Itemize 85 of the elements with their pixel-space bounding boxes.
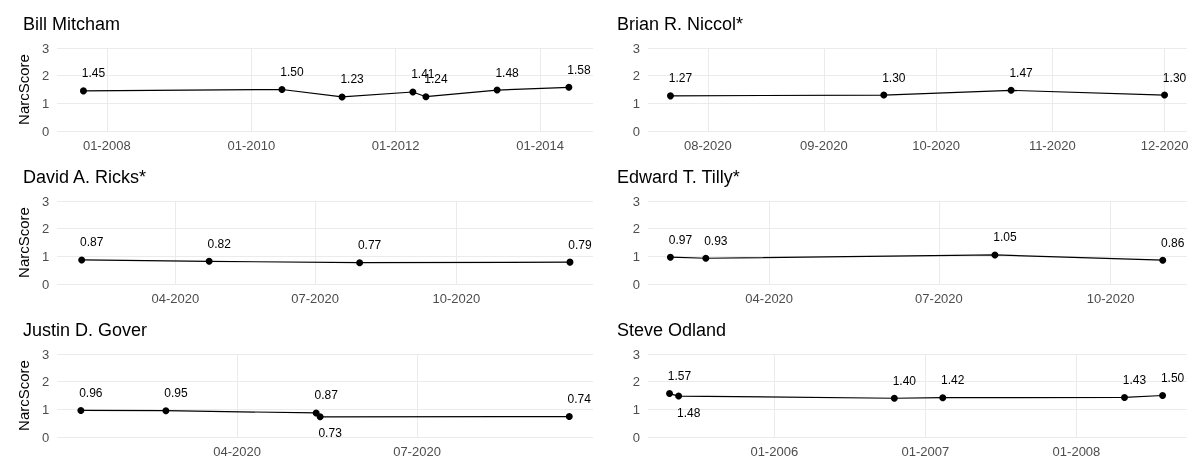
x-tick-label: 12-2020	[1140, 138, 1189, 153]
data-label: 0.96	[79, 385, 103, 400]
y-tick-label: 0	[632, 123, 640, 139]
data-label: 0.87	[80, 235, 104, 250]
data-label: 1.40	[892, 373, 917, 388]
y-tick-label: 1	[632, 401, 640, 417]
chart-title: Steve Odland	[617, 320, 727, 340]
point	[565, 83, 573, 91]
x-tick-label: 01-2008	[82, 138, 131, 153]
y-axis-title: NarcScore	[15, 360, 32, 431]
data-label: 0.86	[1161, 235, 1185, 250]
x-tick-label: 07-2020	[291, 291, 339, 306]
data-label: 1.43	[1122, 372, 1147, 387]
y-tick-label: 0	[41, 276, 50, 292]
data-label: 1.30	[1162, 70, 1187, 85]
chart-title: Edward T. Tilly*	[617, 167, 740, 187]
y-tick-label: 2	[41, 68, 50, 84]
point	[278, 86, 286, 93]
chart-title: Justin D. Gover	[23, 320, 148, 340]
chart-title: Brian R. Niccol*	[617, 14, 744, 34]
x-tick-label: 08-2020	[684, 138, 732, 153]
data-label: 1.57	[667, 369, 692, 384]
y-tick-label: 0	[632, 429, 640, 445]
data-label: 0.87	[314, 388, 339, 403]
y-tick-label: 3	[632, 40, 640, 56]
data-label: 1.58	[567, 62, 591, 77]
x-tick-label: 01-2010	[227, 138, 276, 153]
point	[79, 87, 87, 95]
y-tick-label: 3	[632, 346, 640, 362]
data-label: 0.73	[318, 426, 343, 441]
y-tick-label: 2	[41, 374, 50, 390]
x-tick-label: 07-2020	[915, 291, 963, 306]
x-tick-label: 04-2020	[745, 291, 794, 306]
x-tick-label: 01-2008	[1052, 444, 1101, 459]
chart-title: David A. Ricks*	[23, 167, 147, 187]
data-label: 0.79	[568, 237, 592, 252]
x-tick-label: 01-2012	[371, 138, 420, 153]
x-tick-label: 07-2020	[393, 444, 441, 459]
y-axis-title: NarcScore	[15, 207, 32, 278]
point	[422, 93, 430, 101]
data-label: 1.23	[340, 72, 365, 87]
data-label: 0.95	[164, 386, 188, 401]
data-label: 1.48	[676, 405, 701, 420]
x-tick-label: 01-2007	[901, 444, 950, 459]
y-tick-label: 2	[41, 221, 50, 237]
data-label: 0.97	[668, 232, 693, 247]
x-tick-label: 09-2020	[800, 138, 848, 153]
y-tick-label: 3	[632, 193, 640, 209]
x-tick-label: 04-2020	[213, 444, 261, 459]
data-label: 1.47	[1009, 65, 1034, 80]
x-tick-label: 04-2020	[151, 291, 200, 306]
data-label: 0.77	[357, 238, 382, 253]
data-label: 1.30	[882, 70, 906, 85]
data-label: 1.42	[941, 373, 965, 388]
data-label: 0.82	[207, 236, 232, 251]
data-label: 1.45	[81, 66, 106, 81]
y-tick-label: 2	[632, 374, 640, 390]
x-tick-label: 10-2020	[912, 138, 961, 153]
y-tick-label: 0	[41, 429, 50, 445]
y-tick-label: 3	[41, 40, 50, 56]
data-label: 0.74	[567, 392, 592, 407]
y-tick-label: 1	[41, 95, 50, 111]
y-tick-label: 0	[632, 276, 640, 292]
data-label: 1.50	[280, 65, 304, 79]
y-tick-label: 1	[41, 248, 50, 264]
y-tick-label: 3	[41, 193, 50, 209]
x-tick-label: 01-2006	[750, 444, 799, 459]
data-label: 1.27	[668, 71, 693, 86]
chart-title: Bill Mitcham	[23, 14, 121, 34]
y-tick-label: 2	[632, 221, 640, 237]
y-tick-label: 0	[41, 123, 50, 139]
x-tick-label: 01-2014	[516, 138, 565, 153]
y-axis-title: NarcScore	[15, 54, 32, 125]
data-label: 1.05	[993, 230, 1017, 245]
x-tick-label: 10-2020	[432, 291, 481, 306]
y-tick-label: 1	[41, 401, 50, 417]
data-label: 0.93	[704, 233, 728, 248]
y-tick-label: 1	[632, 95, 640, 111]
x-tick-label: 10-2020	[1086, 291, 1135, 306]
data-label: 1.50	[1160, 371, 1185, 385]
y-tick-label: 2	[632, 68, 640, 84]
y-tick-label: 1	[632, 248, 640, 264]
y-tick-label: 3	[41, 346, 50, 362]
x-tick-label: 11-2020	[1028, 138, 1076, 153]
data-label: 1.48	[495, 65, 520, 80]
